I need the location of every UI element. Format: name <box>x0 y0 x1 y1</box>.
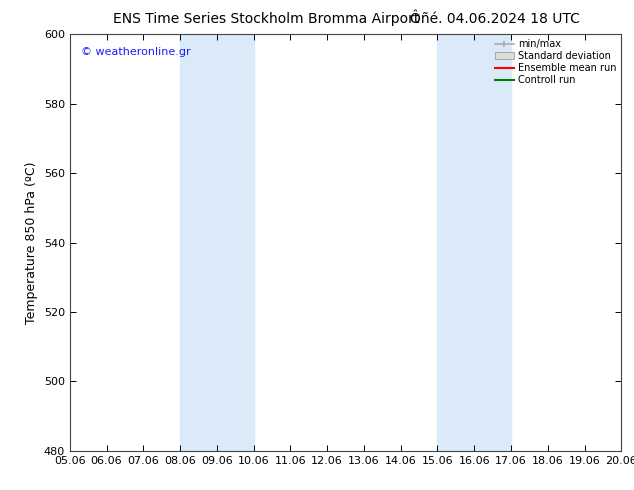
Bar <box>437 34 511 451</box>
Legend: min/max, Standard deviation, Ensemble mean run, Controll run: min/max, Standard deviation, Ensemble me… <box>493 37 618 87</box>
Text: Ôñé. 04.06.2024 18 UTC: Ôñé. 04.06.2024 18 UTC <box>410 12 579 26</box>
Text: © weatheronline.gr: © weatheronline.gr <box>81 47 190 57</box>
Bar <box>180 34 254 451</box>
Text: ENS Time Series Stockholm Bromma Airport: ENS Time Series Stockholm Bromma Airport <box>113 12 420 26</box>
Y-axis label: Temperature 850 hPa (ºC): Temperature 850 hPa (ºC) <box>25 161 38 324</box>
